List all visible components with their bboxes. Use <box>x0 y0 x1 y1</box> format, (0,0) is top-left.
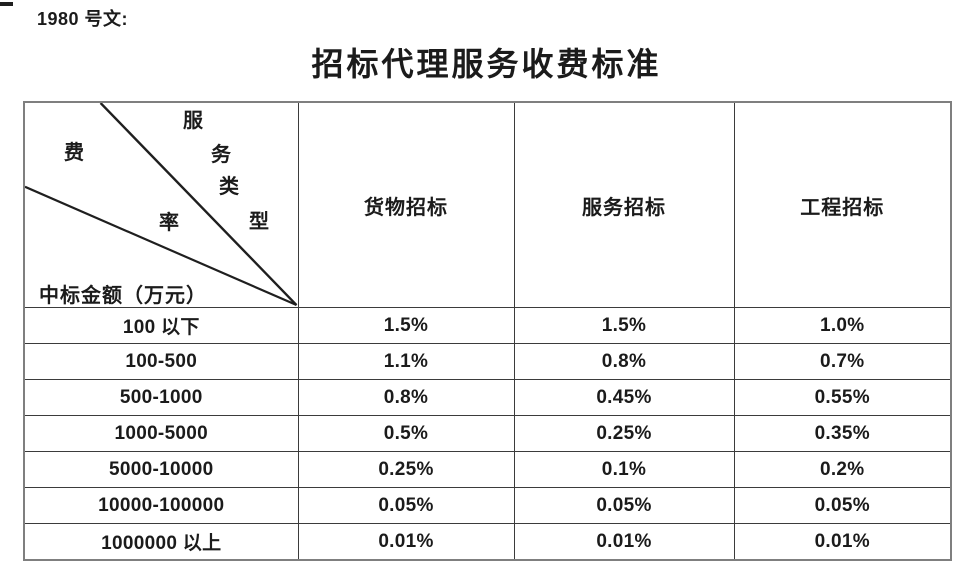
amount-range-cell: 1000-5000 <box>23 415 299 452</box>
diagonal-divider-lines <box>25 103 297 307</box>
corner-row-axis-label: 中标金额（万元） <box>39 285 207 307</box>
rate-cell: 0.1% <box>513 451 735 488</box>
rate-cell: 0.05% <box>733 487 952 524</box>
amount-range-cell: 100 以下 <box>23 307 299 344</box>
table-row: 500-1000 0.8% 0.45% 0.55% <box>23 379 952 416</box>
corner-cell-axis-char-1: 费 <box>64 142 84 164</box>
rate-cell: 0.7% <box>733 343 952 380</box>
rate-cell: 1.0% <box>733 307 952 344</box>
table-row: 1000-5000 0.5% 0.25% 0.35% <box>23 415 952 452</box>
rate-cell: 1.5% <box>513 307 735 344</box>
corner-col-axis-char-2: 务 <box>211 144 231 166</box>
table-row: 100-500 1.1% 0.8% 0.7% <box>23 343 952 380</box>
rate-cell: 0.2% <box>733 451 952 488</box>
page-edge-artifact <box>0 2 13 6</box>
rate-cell: 0.35% <box>733 415 952 452</box>
fee-table: 服 务 类 型 费 率 中标金额（万元） 货物招标 服务招标 工程招标 100 … <box>23 101 952 561</box>
page-title: 招标代理服务收费标准 <box>311 46 662 82</box>
table-row: 100 以下 1.5% 1.5% 1.0% <box>23 307 952 344</box>
rate-cell: 0.05% <box>297 487 515 524</box>
column-header-goods: 货物招标 <box>297 101 515 308</box>
column-header-services: 服务招标 <box>513 101 735 308</box>
table-row: 10000-100000 0.05% 0.05% 0.05% <box>23 487 952 524</box>
amount-range-cell: 1000000 以上 <box>23 523 299 561</box>
diagonal-divider-lower <box>25 185 297 307</box>
rate-cell: 0.45% <box>513 379 735 416</box>
rate-cell: 0.01% <box>297 523 515 561</box>
table-row: 1000000 以上 0.01% 0.01% 0.01% <box>23 523 952 561</box>
rate-cell: 0.25% <box>513 415 735 452</box>
rate-cell: 0.01% <box>513 523 735 561</box>
corner-col-axis-char-4: 型 <box>249 211 269 233</box>
rate-cell: 0.55% <box>733 379 952 416</box>
rate-cell: 0.01% <box>733 523 952 561</box>
corner-cell-axis-char-2: 率 <box>159 212 179 234</box>
table-row: 5000-10000 0.25% 0.1% 0.2% <box>23 451 952 488</box>
diagonal-corner-cell: 服 务 类 型 费 率 中标金额（万元） <box>23 101 299 308</box>
column-header-works: 工程招标 <box>733 101 952 308</box>
amount-range-cell: 5000-10000 <box>23 451 299 488</box>
rate-cell: 1.5% <box>297 307 515 344</box>
rate-cell: 0.5% <box>297 415 515 452</box>
rate-cell: 0.8% <box>297 379 515 416</box>
diagonal-divider-upper <box>99 103 297 306</box>
fee-standard-table: 服 务 类 型 费 率 中标金额（万元） 货物招标 服务招标 工程招标 100 … <box>23 101 952 561</box>
amount-range-cell: 10000-100000 <box>23 487 299 524</box>
amount-range-cell: 100-500 <box>23 343 299 380</box>
rate-cell: 0.05% <box>513 487 735 524</box>
table-header-row: 服 务 类 型 费 率 中标金额（万元） 货物招标 服务招标 工程招标 <box>23 101 952 308</box>
rate-cell: 1.1% <box>297 343 515 380</box>
amount-range-cell: 500-1000 <box>23 379 299 416</box>
document-reference-label: 1980 号文: <box>37 9 129 29</box>
corner-col-axis-char-1: 服 <box>183 110 203 132</box>
corner-col-axis-char-3: 类 <box>219 176 239 198</box>
rate-cell: 0.25% <box>297 451 515 488</box>
rate-cell: 0.8% <box>513 343 735 380</box>
